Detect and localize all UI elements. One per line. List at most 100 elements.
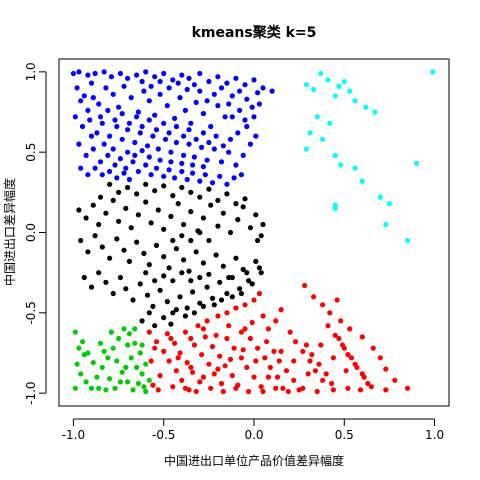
data-point [341, 78, 347, 85]
data-point [181, 152, 187, 158]
data-point [161, 315, 167, 321]
data-point [166, 358, 172, 364]
data-point [74, 361, 80, 367]
data-point [197, 274, 203, 281]
data-point [224, 335, 230, 342]
data-point [186, 141, 192, 147]
data-point [72, 385, 78, 391]
data-point [280, 385, 286, 391]
data-point [357, 387, 364, 393]
data-point [202, 334, 208, 340]
data-point [188, 335, 194, 342]
y-tick-label: 0.0 [24, 223, 38, 242]
data-point [260, 388, 266, 395]
data-point [255, 90, 261, 96]
data-point [200, 374, 206, 380]
data-point [191, 342, 197, 348]
data-point [332, 93, 338, 99]
data-point [92, 70, 98, 77]
data-point [152, 278, 158, 284]
data-point [182, 329, 188, 335]
data-point [386, 201, 392, 207]
data-point [188, 189, 194, 195]
data-point [164, 331, 170, 337]
data-point [121, 326, 127, 332]
data-point [161, 70, 167, 77]
data-point [90, 202, 96, 208]
data-point [347, 326, 353, 332]
data-point [345, 352, 351, 358]
data-point [246, 278, 252, 284]
data-point [206, 139, 212, 146]
data-point [132, 152, 138, 158]
data-point [377, 194, 383, 200]
data-point [148, 172, 154, 178]
data-point [85, 249, 91, 255]
data-point [255, 345, 261, 351]
data-point [168, 335, 174, 342]
data-point [233, 201, 239, 207]
data-point [256, 101, 262, 107]
data-point [247, 225, 253, 231]
data-point [213, 332, 219, 338]
data-point [273, 318, 279, 324]
data-point [88, 385, 95, 391]
data-point [110, 197, 116, 203]
data-point [372, 109, 378, 115]
data-point [253, 212, 259, 218]
data-point [103, 387, 109, 393]
data-point [126, 331, 132, 337]
data-point [157, 287, 163, 293]
data-point [222, 114, 228, 120]
data-point [251, 297, 257, 303]
data-point [97, 159, 104, 165]
data-point [101, 348, 107, 354]
data-point [179, 160, 185, 166]
data-point [188, 120, 194, 126]
data-point [157, 78, 163, 85]
data-point [114, 236, 120, 242]
data-point [137, 350, 143, 356]
data-point [166, 167, 172, 173]
data-point [318, 342, 324, 348]
data-point [148, 220, 154, 226]
data-point [184, 360, 190, 366]
data-point [334, 297, 340, 303]
data-point [314, 114, 320, 120]
plot-frame [58, 58, 450, 407]
data-point [287, 329, 293, 335]
data-point [204, 284, 210, 290]
data-point [211, 371, 217, 377]
data-point [359, 371, 365, 377]
data-point [94, 374, 100, 380]
data-point [168, 213, 174, 219]
data-point [168, 321, 174, 327]
data-point [110, 345, 116, 351]
data-point [179, 168, 185, 175]
data-point [202, 172, 208, 178]
data-point [200, 215, 206, 221]
data-point [291, 358, 297, 364]
data-point [278, 307, 284, 313]
data-point [179, 72, 185, 78]
data-point [311, 86, 317, 93]
data-point [116, 189, 122, 195]
data-point [87, 117, 93, 123]
data-point [229, 114, 235, 120]
data-point [206, 186, 212, 192]
data-point [130, 159, 136, 165]
data-point [72, 329, 78, 335]
data-point [123, 165, 129, 171]
data-point [107, 133, 113, 139]
data-point [231, 345, 237, 351]
data-point [182, 107, 188, 113]
data-point [153, 339, 160, 345]
data-point [320, 136, 326, 142]
data-point [170, 237, 176, 244]
data-point [184, 86, 190, 93]
data-point [222, 363, 228, 369]
data-point [128, 355, 134, 361]
data-point [238, 329, 244, 335]
data-point [191, 310, 197, 316]
data-point [233, 385, 239, 391]
